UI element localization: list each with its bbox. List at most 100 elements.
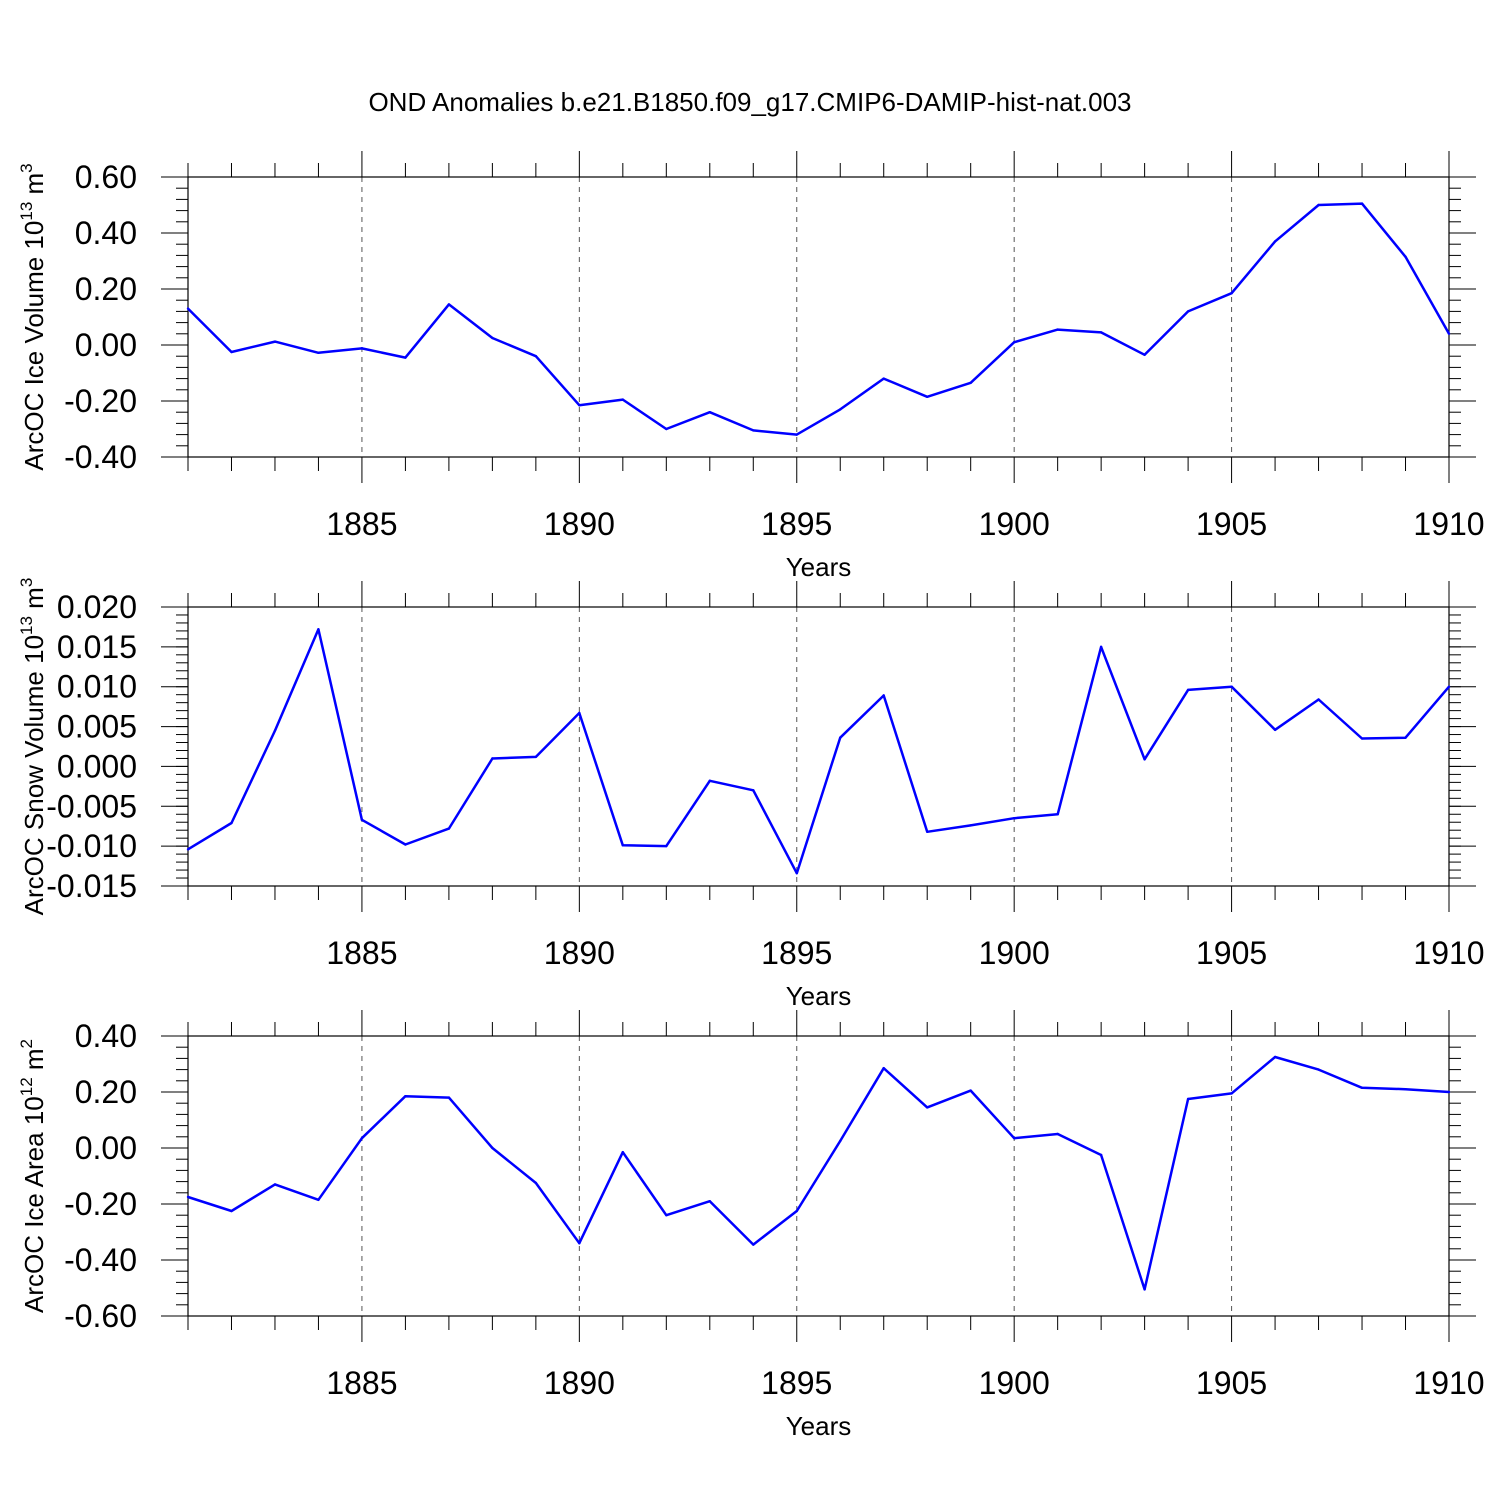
data-point	[491, 1146, 494, 1150]
y-tick-label: 0.40	[75, 215, 137, 251]
x-tick-label: 1900	[979, 1365, 1050, 1401]
data-point	[839, 1139, 842, 1143]
data-point	[752, 429, 755, 432]
y-tick-label: -0.20	[64, 383, 137, 419]
data-point	[882, 377, 885, 380]
data-point	[1317, 698, 1320, 701]
data-point	[317, 628, 320, 631]
y-axis-label: ArcOC Ice Volume 1013 m3	[17, 163, 49, 470]
plot-frame	[187, 606, 1450, 887]
y-tick-label: 0.015	[57, 629, 137, 665]
data-point	[882, 694, 885, 697]
data-point	[969, 1089, 972, 1092]
data-point	[534, 355, 538, 358]
data-point	[621, 844, 625, 847]
x-axis-label: Years	[786, 552, 852, 582]
x-tick-label: 1885	[326, 1365, 397, 1401]
data-point	[1056, 813, 1059, 816]
data-point	[1230, 292, 1233, 295]
y-axis-label: ArcOC Ice Area 1012 m2	[17, 1039, 49, 1313]
data-point	[926, 830, 929, 833]
data-point	[1317, 203, 1320, 207]
data-point	[795, 1209, 798, 1213]
plot-frame	[187, 1035, 1450, 1317]
data-point	[665, 1214, 668, 1217]
y-tick-label: 0.005	[57, 709, 137, 745]
data-point	[708, 779, 711, 782]
y-axis-label: ArcOC Snow Volume 1013 m3	[17, 578, 49, 916]
data-point	[186, 307, 190, 310]
data-point	[1012, 817, 1016, 820]
y-tick-label: 0.000	[57, 748, 137, 784]
data-point	[1360, 1086, 1364, 1090]
data-point	[752, 1243, 755, 1246]
y-tick-label: 0.020	[57, 589, 137, 625]
x-tick-label: 1895	[761, 1365, 832, 1401]
data-point	[273, 340, 277, 343]
data-point	[404, 1095, 407, 1098]
data-point	[1317, 1068, 1320, 1071]
data-point	[1056, 328, 1059, 331]
data-point	[230, 821, 233, 825]
data-point	[839, 736, 842, 739]
data-point	[1404, 1088, 1407, 1091]
data-point	[665, 844, 668, 848]
data-point	[1447, 332, 1451, 335]
data-point	[1056, 1132, 1059, 1136]
x-tick-label: 1890	[544, 935, 615, 971]
data-point	[969, 381, 972, 384]
series-line	[187, 628, 1450, 875]
y-tick-label: -0.20	[64, 1186, 137, 1222]
data-point	[1143, 353, 1146, 356]
data-point	[969, 824, 972, 827]
data-point	[186, 1195, 190, 1199]
data-point	[447, 1096, 451, 1099]
y-tick-label: 0.20	[75, 271, 137, 307]
data-point	[1360, 202, 1364, 205]
y-tick-label: 0.60	[75, 159, 137, 195]
data-point	[404, 356, 407, 359]
data-point	[795, 433, 798, 436]
data-point	[621, 1151, 625, 1154]
data-point	[360, 818, 364, 822]
x-tick-label: 1900	[979, 935, 1050, 971]
data-point	[1143, 758, 1146, 761]
x-tick-label: 1885	[326, 935, 397, 971]
data-point	[273, 1183, 277, 1186]
data-point	[1404, 736, 1407, 739]
y-tick-label: 0.20	[75, 1074, 137, 1110]
data-point	[491, 757, 494, 760]
data-point	[665, 427, 668, 431]
x-tick-label: 1885	[326, 506, 397, 542]
data-point	[1186, 1097, 1190, 1101]
data-point	[1447, 685, 1451, 688]
data-point	[317, 1198, 320, 1202]
y-tick-label: -0.005	[46, 788, 137, 824]
data-point	[230, 1209, 233, 1213]
data-point	[1012, 1137, 1016, 1140]
data-point	[186, 848, 190, 851]
x-axis-label: Years	[786, 1411, 852, 1441]
y-tick-label: 0.010	[57, 669, 137, 705]
data-point	[360, 1137, 364, 1140]
data-point	[578, 1242, 581, 1245]
data-point	[447, 303, 451, 306]
series-line	[187, 202, 1451, 436]
data-point	[491, 336, 494, 340]
data-point	[273, 729, 277, 732]
data-point	[404, 843, 407, 846]
chart-panel-3: -0.60 -0.40 -0.20 0.00 0.20 0.40 1885 1890 1895 1…	[17, 1010, 1485, 1441]
data-point	[1230, 685, 1233, 688]
data-point	[1143, 1288, 1146, 1291]
series-line	[187, 1055, 1450, 1291]
chart-panel-1: -0.40 -0.20 0.00 0.20 0.40 0.60 1885 1890 1895 19…	[17, 151, 1485, 582]
x-tick-label: 1905	[1196, 1365, 1267, 1401]
data-point	[230, 350, 233, 354]
data-point	[1099, 1153, 1103, 1157]
x-tick-label: 1910	[1413, 935, 1484, 971]
data-point	[1447, 1090, 1451, 1094]
data-point	[708, 1200, 711, 1203]
y-tick-label: 0.40	[75, 1018, 137, 1054]
y-tick-label: -0.015	[46, 868, 137, 904]
